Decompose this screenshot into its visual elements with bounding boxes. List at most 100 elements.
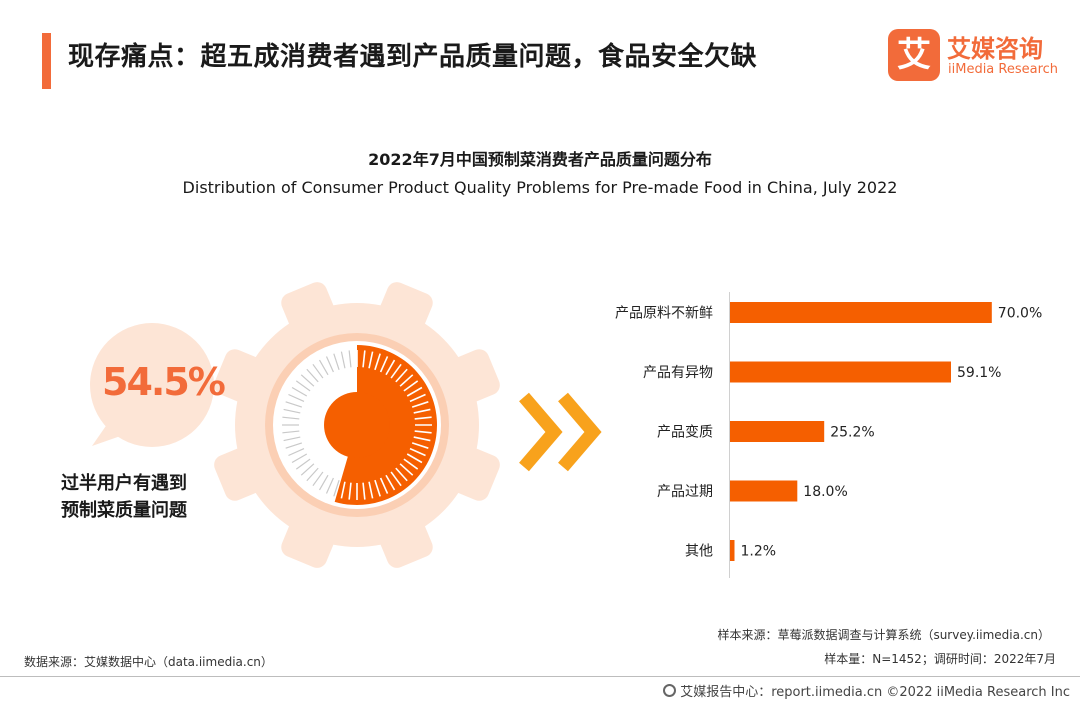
bar-value-label: 25.2% bbox=[830, 425, 874, 441]
report-center-icon bbox=[663, 684, 677, 697]
gauge-hub bbox=[324, 392, 390, 458]
gauge-tick bbox=[285, 401, 303, 408]
gear-tooth bbox=[281, 282, 343, 350]
gauge-tick bbox=[318, 474, 329, 491]
gauge-tick bbox=[312, 363, 324, 379]
gear-tooth bbox=[371, 500, 433, 568]
gauge-tick bbox=[325, 356, 334, 373]
highlight-percent: 54.5% bbox=[102, 360, 226, 404]
gauge-tick bbox=[414, 416, 432, 420]
bar-value-label: 59.1% bbox=[957, 365, 1001, 381]
caption-line-1: 过半用户有遇到 bbox=[61, 473, 187, 494]
gauge-ticks bbox=[282, 350, 432, 500]
gauge-tick bbox=[282, 430, 300, 434]
bar-category-label: 产品变质 bbox=[657, 425, 713, 441]
gauge-tick bbox=[374, 479, 381, 497]
gauge-tick bbox=[283, 436, 301, 442]
gauge-tick bbox=[411, 401, 429, 408]
gauge-tick bbox=[409, 393, 426, 403]
gauge-tick bbox=[379, 356, 389, 373]
gauge-tick bbox=[385, 359, 396, 376]
gauge-tick bbox=[399, 374, 414, 387]
logo-mark: 艾 bbox=[888, 29, 940, 81]
gauge-tick bbox=[291, 453, 308, 464]
gauge-tick bbox=[403, 380, 419, 392]
gauge bbox=[282, 345, 438, 505]
gauge-tick bbox=[413, 436, 431, 442]
gauge-tick bbox=[295, 380, 311, 392]
gauge-tick bbox=[413, 408, 431, 414]
bar bbox=[730, 480, 798, 502]
gauge-tick bbox=[390, 471, 402, 487]
bar-category-label: 产品有异物 bbox=[643, 365, 713, 381]
bar-value-label: 18.0% bbox=[803, 484, 847, 500]
bar-value-label: 70.0% bbox=[998, 306, 1042, 322]
gauge-tick bbox=[399, 463, 414, 476]
gauge-tick bbox=[295, 458, 311, 470]
caption-line-2: 预制菜质量问题 bbox=[61, 500, 187, 521]
footer: 艾媒报告中心：report.iimedia.cn ©2022 iiMedia R… bbox=[663, 681, 1070, 700]
highlight-caption: 过半用户有遇到 预制菜质量问题 bbox=[44, 470, 204, 524]
gear-tooth bbox=[371, 282, 433, 350]
gauge-tick bbox=[368, 481, 374, 499]
bar bbox=[730, 540, 735, 561]
page-title: 现存痛点：超五成消费者遇到产品质量问题，食品安全欠缺 bbox=[68, 42, 758, 72]
gauge-tick bbox=[368, 351, 374, 369]
gauge-tick bbox=[379, 477, 389, 494]
bar-category-label: 产品原料不新鲜 bbox=[615, 306, 713, 322]
gauge-tick bbox=[285, 442, 303, 449]
gauge-tick bbox=[395, 467, 408, 482]
bar bbox=[730, 361, 951, 383]
gauge-tick bbox=[411, 442, 429, 449]
gauge-tick bbox=[282, 416, 300, 420]
chart-title: 2022年7月中国预制菜消费者产品质量问题分布 bbox=[368, 150, 712, 169]
chart-subtitle: Distribution of Consumer Product Quality… bbox=[182, 178, 898, 197]
bar-chart: 产品原料不新鲜 70.0% 产品有异物 59.1% 产品变质 25.2% 产品过期 18.0%… bbox=[615, 292, 1042, 578]
gauge-tick bbox=[414, 430, 432, 434]
gauge-tick bbox=[318, 359, 329, 376]
iimedia-logo: 艾 艾媒咨询 iiMedia Research bbox=[888, 29, 1068, 81]
gauge-tick bbox=[300, 463, 315, 476]
gauge-tick bbox=[340, 351, 346, 369]
gauge-tick bbox=[288, 448, 305, 457]
gauge-tick bbox=[340, 481, 346, 499]
gauge-tick bbox=[333, 479, 340, 497]
gauge-tick bbox=[312, 471, 324, 487]
gauge-tick bbox=[300, 374, 315, 387]
bar-category-label: 产品过期 bbox=[657, 484, 713, 500]
bar-value-label: 1.2% bbox=[741, 544, 777, 560]
gauge-tick bbox=[409, 447, 426, 457]
gauge-tick bbox=[291, 386, 308, 397]
gauge-tick bbox=[333, 353, 340, 371]
bar-category-label: 其他 bbox=[685, 544, 713, 560]
gauge-tick bbox=[288, 393, 305, 402]
double-chevron-icon bbox=[519, 392, 602, 472]
gear-tooth bbox=[214, 439, 282, 501]
gauge-tick bbox=[385, 474, 396, 491]
gauge-tick bbox=[362, 350, 366, 368]
data-source: 数据来源：艾媒数据中心（data.iimedia.cn） bbox=[24, 655, 273, 669]
gauge-tick bbox=[406, 386, 423, 397]
gauge-tick bbox=[374, 353, 381, 371]
gauge-tick bbox=[406, 453, 423, 464]
gauge-tick bbox=[395, 368, 408, 383]
gauge-tick bbox=[348, 482, 352, 500]
logo-en-text: iiMedia Research bbox=[948, 62, 1059, 77]
footer-divider bbox=[0, 676, 1080, 677]
footer-text: 艾媒报告中心：report.iimedia.cn ©2022 iiMedia R… bbox=[680, 685, 1070, 700]
gear-tooth bbox=[214, 349, 282, 411]
gauge-tick bbox=[283, 408, 301, 414]
gauge-tick bbox=[325, 477, 334, 494]
gauge-tick bbox=[348, 350, 352, 368]
speech-bubble bbox=[90, 323, 214, 447]
gear-tooth bbox=[281, 500, 343, 568]
logo-cn-text: 艾媒咨询 bbox=[947, 35, 1043, 63]
gear-tooth bbox=[432, 349, 500, 411]
gauge-tick bbox=[306, 368, 319, 383]
bar bbox=[730, 421, 825, 442]
gauge-tick bbox=[390, 363, 402, 379]
gauge-tick bbox=[306, 467, 319, 482]
sample-source: 样本来源：草莓派数据调查与计算系统（survey.iimedia.cn） bbox=[717, 628, 1050, 642]
gauge-tick bbox=[403, 458, 419, 470]
